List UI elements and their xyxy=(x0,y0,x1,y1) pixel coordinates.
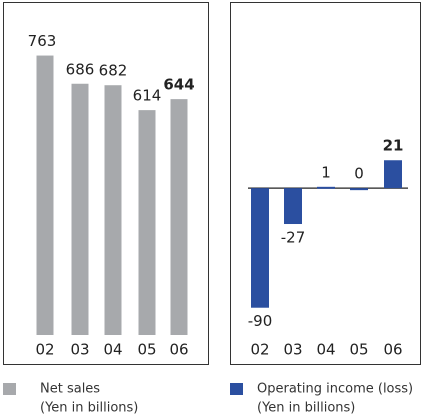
bar xyxy=(251,188,269,308)
x-tick-label: 03 xyxy=(283,341,302,359)
bar xyxy=(71,83,89,335)
legend-swatch xyxy=(230,383,243,395)
bar xyxy=(284,188,302,225)
bar xyxy=(104,85,122,335)
x-tick-label: 06 xyxy=(169,341,188,359)
x-tick-label: 03 xyxy=(70,341,89,359)
panel-frame xyxy=(3,2,209,365)
value-label: 21 xyxy=(383,137,404,155)
value-label: -90 xyxy=(248,312,273,330)
value-label: 0 xyxy=(354,165,364,183)
x-tick-label: 05 xyxy=(349,341,368,359)
value-label: 644 xyxy=(163,76,194,94)
axis-unit: (Yen in billions) xyxy=(40,401,138,416)
value-label: 686 xyxy=(66,60,95,78)
bar xyxy=(138,110,156,335)
bar xyxy=(384,160,402,189)
x-tick-label: 05 xyxy=(137,341,156,359)
legend-swatch xyxy=(3,383,16,395)
x-tick-label: 02 xyxy=(250,341,269,359)
x-tick-label: 06 xyxy=(383,341,402,359)
value-label: 682 xyxy=(99,62,128,80)
axis-unit: (Yen in billions) xyxy=(257,401,355,416)
legend-label: Net sales xyxy=(40,382,100,397)
legend-label: Operating income (loss) xyxy=(257,382,413,397)
bar xyxy=(36,55,54,336)
x-tick-label: 04 xyxy=(316,341,335,359)
value-label: 1 xyxy=(321,163,331,181)
panel-frame xyxy=(230,2,421,365)
x-tick-label: 02 xyxy=(35,341,54,359)
x-tick-label: 04 xyxy=(103,341,122,359)
value-label: 614 xyxy=(133,87,162,105)
value-label: 763 xyxy=(28,32,57,50)
bar xyxy=(350,188,368,191)
bar xyxy=(317,186,335,189)
bar xyxy=(170,99,188,335)
value-label: -27 xyxy=(281,229,306,247)
